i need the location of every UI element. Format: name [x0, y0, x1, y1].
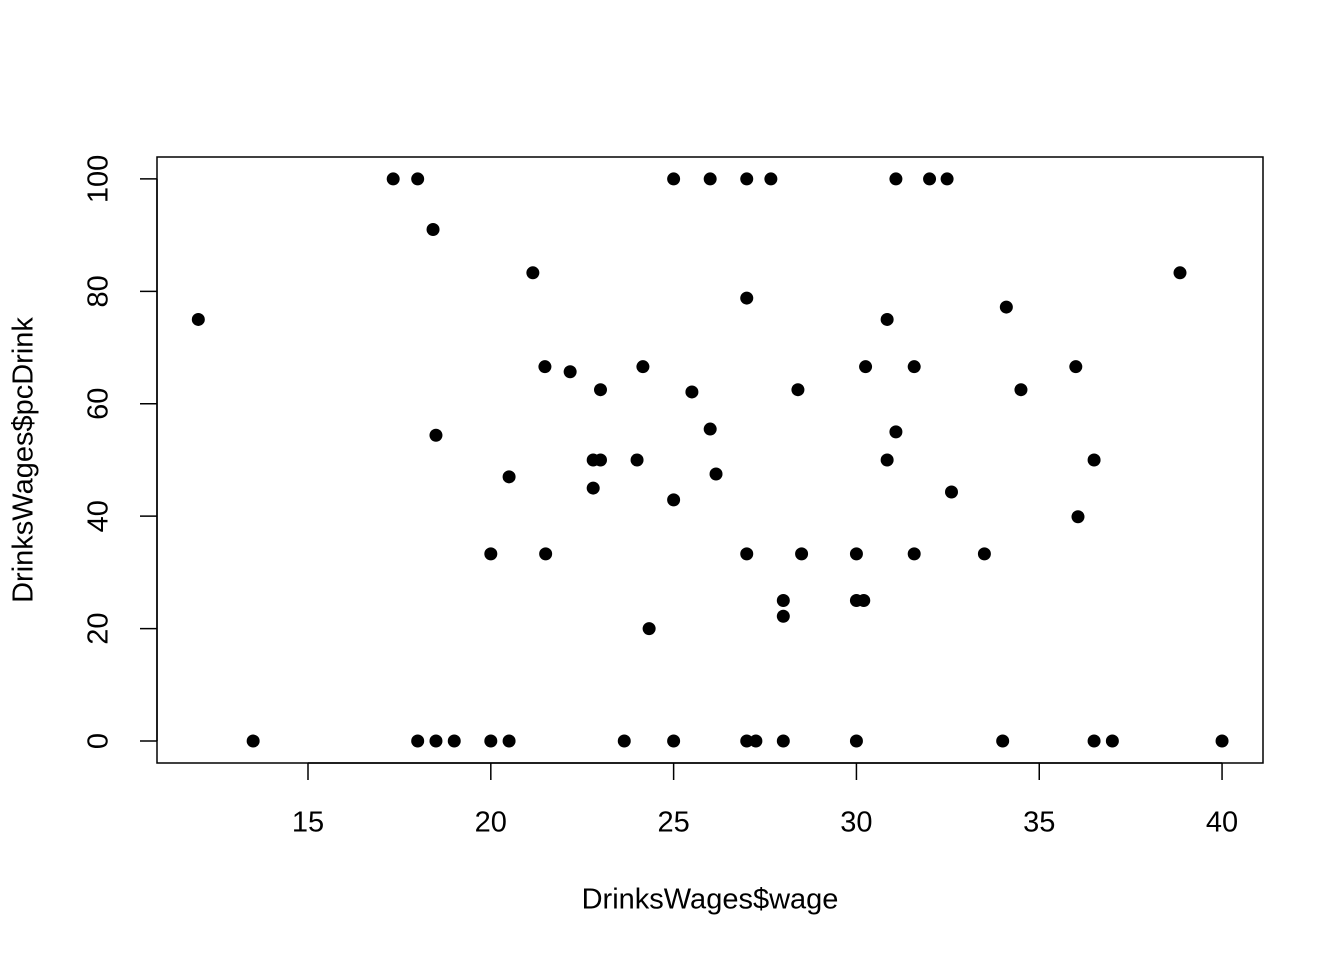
point: [1069, 360, 1083, 374]
point: [630, 453, 644, 467]
point: [502, 734, 516, 748]
point: [1105, 734, 1119, 748]
point: [944, 485, 958, 499]
point: [880, 312, 894, 326]
point: [907, 547, 921, 561]
point: [889, 172, 903, 186]
point: [1087, 453, 1101, 467]
y-tick-label: 20: [83, 612, 115, 644]
point: [642, 622, 656, 636]
point: [1014, 383, 1028, 397]
point: [685, 385, 699, 399]
point: [502, 470, 516, 484]
point: [246, 734, 260, 748]
point: [791, 383, 805, 397]
y-tick-label: 0: [83, 733, 115, 749]
point: [1087, 734, 1101, 748]
point: [191, 312, 205, 326]
point: [593, 453, 607, 467]
point: [703, 172, 717, 186]
point: [740, 734, 754, 748]
point: [849, 547, 863, 561]
y-axis-label: DrinksWages$pcDrink: [8, 317, 40, 603]
point: [539, 547, 553, 561]
point: [776, 734, 790, 748]
point: [411, 172, 425, 186]
point: [636, 360, 650, 374]
point: [386, 172, 400, 186]
point: [776, 609, 790, 623]
point: [426, 223, 440, 237]
x-tick-label: 25: [657, 807, 689, 839]
point: [411, 734, 425, 748]
x-tick-label: 40: [1206, 807, 1238, 839]
x-tick-label: 35: [1023, 807, 1055, 839]
point: [977, 547, 991, 561]
x-tick-label: 20: [475, 807, 507, 839]
point: [849, 734, 863, 748]
point: [923, 172, 937, 186]
point: [538, 360, 552, 374]
point: [563, 365, 577, 379]
point: [1173, 266, 1187, 280]
point: [795, 547, 809, 561]
x-tick-label: 30: [840, 807, 872, 839]
point: [586, 481, 600, 495]
y-tick-label: 80: [83, 275, 115, 307]
y-tick-label: 60: [83, 388, 115, 420]
point: [1071, 510, 1085, 524]
point: [429, 428, 443, 442]
y-tick-label: 100: [83, 155, 115, 203]
x-tick-label: 15: [292, 807, 324, 839]
point: [740, 547, 754, 561]
point: [667, 172, 681, 186]
point: [709, 467, 723, 481]
point: [484, 734, 498, 748]
point: [740, 172, 754, 186]
point: [859, 360, 873, 374]
x-axis-label: DrinksWages$wage: [582, 884, 839, 916]
point: [526, 266, 540, 280]
point: [617, 734, 631, 748]
point: [999, 300, 1013, 314]
point: [667, 734, 681, 748]
y-tick-label: 40: [83, 500, 115, 532]
point: [940, 172, 954, 186]
point: [857, 593, 871, 607]
point: [907, 360, 921, 374]
point: [429, 734, 443, 748]
point: [996, 734, 1010, 748]
point: [447, 734, 461, 748]
point: [1215, 734, 1229, 748]
point: [740, 291, 754, 305]
point: [776, 593, 790, 607]
point: [593, 383, 607, 397]
point: [764, 172, 778, 186]
point: [749, 734, 763, 748]
point: [880, 453, 894, 467]
point: [889, 425, 903, 439]
point: [484, 547, 498, 561]
point: [703, 422, 717, 436]
point: [667, 493, 681, 507]
